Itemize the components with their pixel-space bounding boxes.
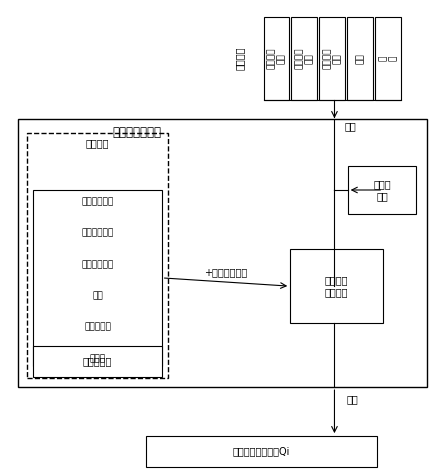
Bar [347, 17, 373, 100]
Text: 室外空气
湿度: 室外空气 湿度 [295, 48, 314, 69]
Bar [33, 190, 162, 366]
Text: ．
．: ． ． [378, 56, 398, 61]
Text: 各末端负荷: 各末端负荷 [83, 356, 112, 366]
Text: 输出: 输出 [346, 394, 358, 404]
Bar [348, 166, 416, 214]
Bar [27, 133, 168, 378]
Bar [146, 436, 377, 467]
Text: 室外空气湿度: 室外空气湿度 [82, 229, 113, 238]
Text: +人工智能算法: +人工智能算法 [204, 267, 248, 277]
Text: 采集数据: 采集数据 [234, 47, 244, 70]
Text: 太阳辐射强度: 太阳辐射强度 [82, 260, 113, 269]
Bar [375, 17, 401, 100]
Bar [291, 17, 317, 100]
Bar [33, 346, 162, 377]
Bar [319, 17, 345, 100]
Bar [264, 17, 289, 100]
Bar [290, 249, 383, 323]
Text: 历史数据: 历史数据 [85, 138, 109, 149]
Text: 风速: 风速 [356, 53, 365, 64]
Bar [18, 119, 427, 387]
Text: 室外空气
温度: 室外空气 温度 [267, 48, 286, 69]
Text: 输入: 输入 [344, 121, 356, 131]
Text: 末端负荷预测器: 末端负荷预测器 [113, 126, 162, 140]
Text: 负荷日
类型: 负荷日 类型 [373, 179, 391, 201]
Text: 末端负荷
预测模型: 末端负荷 预测模型 [325, 276, 349, 297]
Text: 各末端负荷预测值Qi: 各末端负荷预测值Qi [233, 446, 290, 456]
Text: 风速: 风速 [92, 292, 103, 300]
Text: 负荷日类型: 负荷日类型 [84, 323, 111, 332]
Text: 太阳辐射
强度: 太阳辐射 强度 [323, 48, 342, 69]
Text: ．．．: ．．． [89, 354, 105, 363]
Text: 室外空气温度: 室外空气温度 [82, 198, 113, 206]
